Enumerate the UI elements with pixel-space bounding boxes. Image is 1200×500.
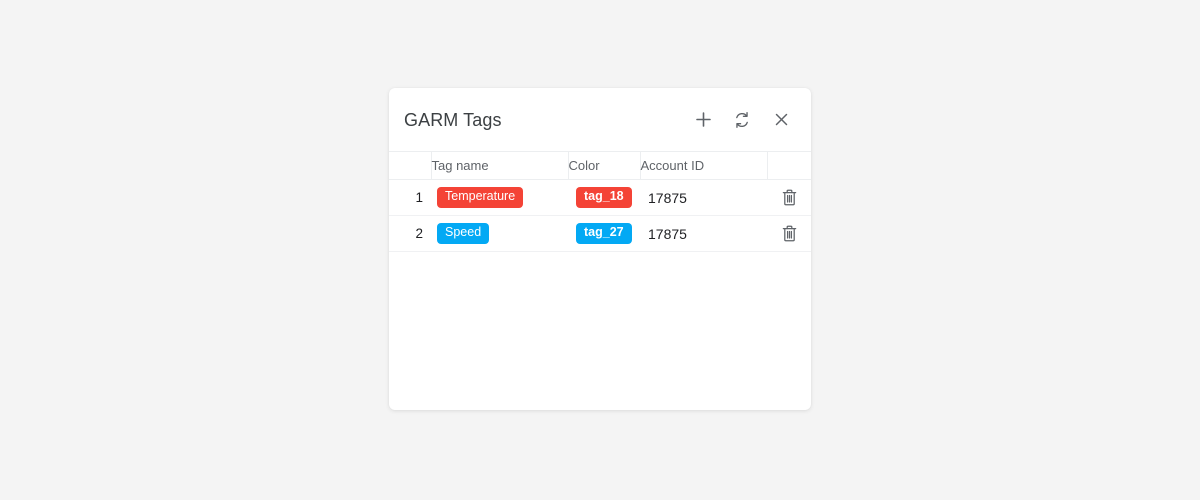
row-index: 1 <box>389 179 431 216</box>
tag-color-cell: tag_18 <box>568 179 640 216</box>
tag-name-badge[interactable]: Speed <box>437 223 490 244</box>
tag-name-cell: Temperature <box>431 179 568 216</box>
column-header-color: Color <box>568 151 641 180</box>
close-icon[interactable] <box>770 109 792 131</box>
trash-icon[interactable] <box>779 186 799 208</box>
page-title: GARM Tags <box>404 109 502 130</box>
row-actions-cell <box>767 179 811 216</box>
tags-table: Tag name Color Account ID 1 Temperature … <box>389 151 811 252</box>
tag-color-badge[interactable]: tag_27 <box>576 223 632 244</box>
tag-name-cell: Speed <box>431 215 568 252</box>
refresh-icon[interactable] <box>731 109 753 131</box>
row-index: 2 <box>389 215 431 252</box>
account-id-value: 17875 <box>640 179 767 216</box>
row-actions-cell <box>767 215 811 252</box>
table-header-row: Tag name Color Account ID <box>389 151 811 180</box>
table-row: 2 Speed tag_27 17875 <box>389 215 811 252</box>
table-row: 1 Temperature tag_18 17875 <box>389 179 811 216</box>
account-id-value: 17875 <box>640 215 767 252</box>
column-header-account-id: Account ID <box>640 151 768 180</box>
column-header-index <box>389 151 432 180</box>
panel-header: GARM Tags <box>389 88 811 151</box>
column-header-tag-name: Tag name <box>431 151 569 180</box>
trash-icon[interactable] <box>779 222 799 244</box>
tag-color-badge[interactable]: tag_18 <box>576 187 632 208</box>
column-header-actions <box>767 151 811 180</box>
tag-color-cell: tag_27 <box>568 215 640 252</box>
table-header: Tag name Color Account ID <box>389 151 811 180</box>
tag-name-badge[interactable]: Temperature <box>437 187 524 208</box>
plus-icon[interactable] <box>692 109 714 131</box>
table-body: 1 Temperature tag_18 17875 <box>389 179 811 252</box>
garm-tags-panel: GARM Tags <box>389 88 811 410</box>
header-actions <box>692 109 796 131</box>
